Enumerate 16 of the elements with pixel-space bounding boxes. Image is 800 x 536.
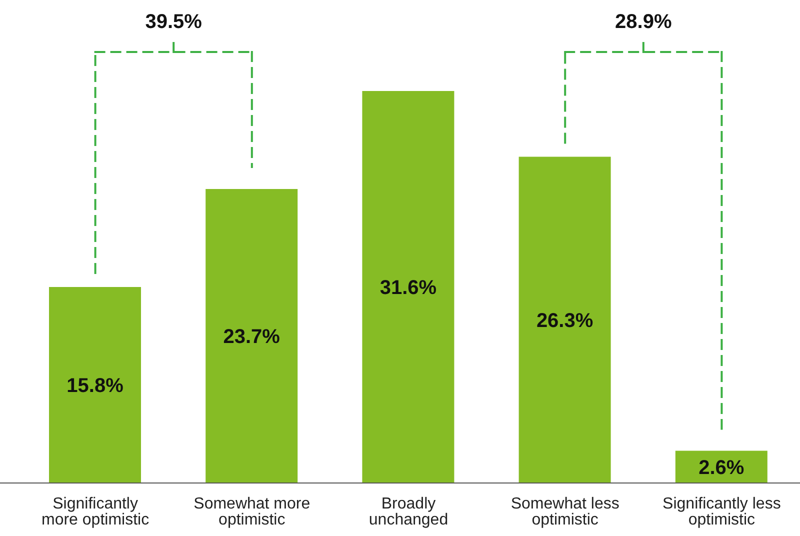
text: 39.5%	[145, 11, 202, 33]
text: 28.9%	[615, 11, 672, 33]
data-label: 31.6%	[380, 277, 437, 300]
x-tick-label: Significantly less optimistic	[662, 495, 781, 528]
x-tick-label: Broadly unchanged	[368, 495, 448, 528]
data-label: 2.6%	[698, 456, 744, 479]
data-label: 26.3%	[536, 310, 594, 332]
bar	[49, 287, 141, 483]
data-label: 15.8%	[66, 375, 124, 398]
x-tick-label: Somewhat less optimistic	[510, 495, 620, 528]
data-label: 23.7%	[223, 326, 280, 348]
bar	[362, 91, 454, 483]
x-tick-label: Significantly more optimistic	[42, 495, 150, 528]
x-tick-label: Somewhat more optimistic	[194, 495, 310, 528]
bar	[518, 156, 611, 483]
bar	[206, 189, 298, 483]
